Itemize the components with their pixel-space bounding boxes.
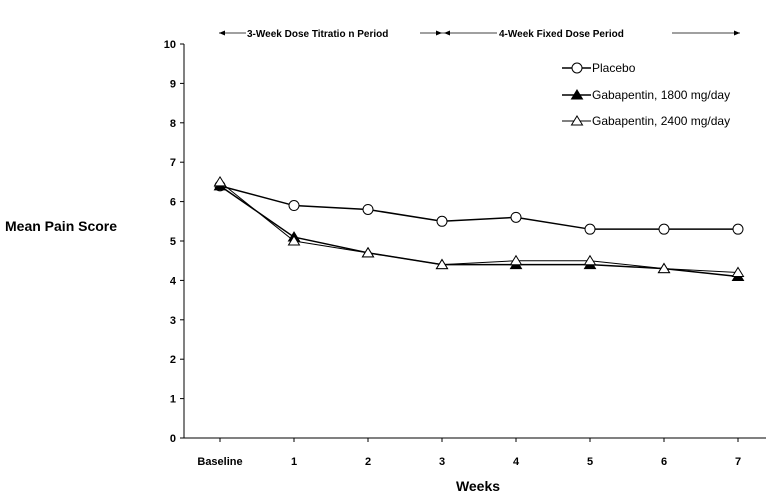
legend: Placebo Gabapentin, 1800 mg/day Gabapent… <box>562 61 730 128</box>
x-axis-ticks: Baseline 1 2 3 4 5 6 7 <box>197 438 741 468</box>
point-placebo <box>436 215 448 227</box>
point-placebo <box>510 211 522 223</box>
series-layer <box>213 175 745 281</box>
titration-period-label: 3-Week Dose Titratio n Period <box>247 29 388 40</box>
x-tick-label: 6 <box>661 456 667 468</box>
legend-label-placebo: Placebo <box>592 61 636 75</box>
legend-marker-gabapentin-1800 <box>570 89 584 100</box>
x-tick-label: 5 <box>587 456 593 468</box>
point-placebo <box>584 223 596 235</box>
point-placebo <box>288 200 300 212</box>
x-tick-label: 4 <box>513 456 520 468</box>
point-gabapentin-2400-mg-day <box>731 266 745 278</box>
y-axis-title: Mean Pain Score <box>5 218 117 234</box>
point-placebo <box>658 223 670 235</box>
y-tick-label: 0 <box>170 433 176 445</box>
point-gabapentin-2400-mg-day <box>361 246 375 258</box>
legend-label-gabapentin-2400: Gabapentin, 2400 mg/day <box>592 114 730 128</box>
y-tick-label: 2 <box>170 354 176 366</box>
y-tick-label: 10 <box>164 39 176 51</box>
y-tick-label: 3 <box>170 315 176 327</box>
x-tick-label: 3 <box>439 456 445 468</box>
fixed-arrowhead-right <box>734 30 740 36</box>
point-gabapentin-2400-mg-day <box>287 235 301 246</box>
point-placebo <box>732 223 744 235</box>
x-tick-label: Baseline <box>197 456 242 468</box>
point-gabapentin-2400-mg-day <box>583 254 597 266</box>
y-tick-label: 7 <box>170 157 176 169</box>
x-tick-label: 2 <box>365 456 371 468</box>
y-axis-ticks: 0 1 2 3 4 5 6 7 8 9 10 <box>164 39 184 445</box>
y-tick-label: 5 <box>170 236 176 248</box>
fixed-arrowhead-left <box>444 30 450 36</box>
x-tick-label: 1 <box>291 456 297 468</box>
y-tick-label: 9 <box>170 78 176 90</box>
y-tick-label: 6 <box>170 197 176 209</box>
titration-arrowhead-left <box>219 30 225 36</box>
point-placebo <box>362 203 374 215</box>
x-tick-label: 7 <box>735 456 741 468</box>
point-gabapentin-2400-mg-day <box>657 262 671 274</box>
fixed-period-label: 4-Week Fixed Dose Period <box>499 29 624 40</box>
legend-label-gabapentin-1800: Gabapentin, 1800 mg/day <box>592 88 730 102</box>
x-axis-title: Weeks <box>456 478 500 494</box>
period-annotation: 3-Week Dose Titratio n Period 4-Week Fix… <box>219 29 740 40</box>
point-gabapentin-2400-mg-day <box>213 175 227 187</box>
y-tick-label: 4 <box>170 275 177 287</box>
y-tick-label: 1 <box>170 394 176 406</box>
legend-marker-gabapentin-2400 <box>570 115 584 126</box>
series-line-gabapentin-2400-mg-day <box>219 181 739 274</box>
series-line-placebo <box>219 185 738 230</box>
y-tick-label: 8 <box>170 118 176 130</box>
point-gabapentin-2400-mg-day <box>435 258 449 270</box>
legend-marker-placebo <box>571 62 583 74</box>
titration-arrowhead-right <box>436 30 442 36</box>
point-gabapentin-2400-mg-day <box>509 254 523 266</box>
series-line-gabapentin-1800-mg-day <box>219 185 739 278</box>
